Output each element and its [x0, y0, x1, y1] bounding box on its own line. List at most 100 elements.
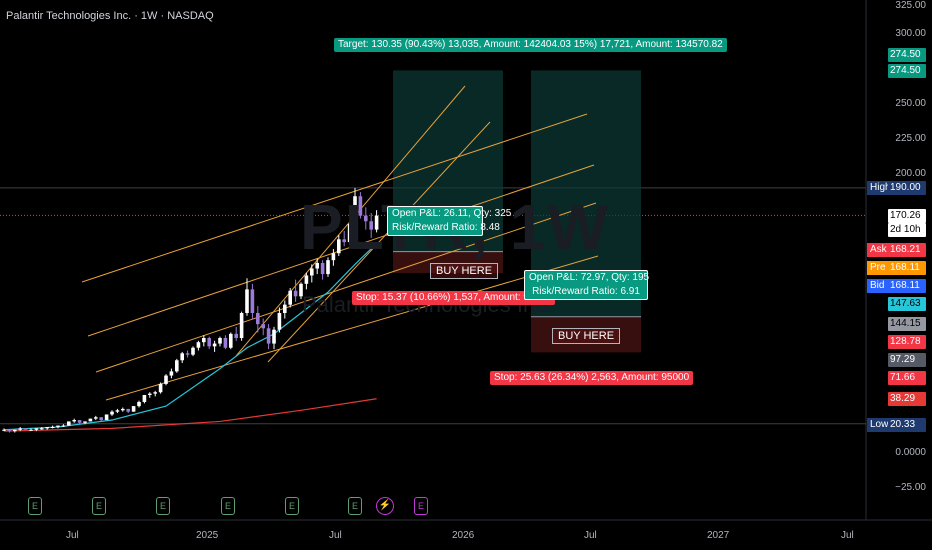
trend-channel-line [267, 121, 491, 363]
candle-body [266, 328, 271, 344]
y-tick: 300.00 [895, 28, 926, 39]
trend-channel-line [235, 85, 466, 357]
target-price-tag: 274.50 [888, 48, 926, 62]
candle-body [374, 215, 379, 230]
candle-body [250, 289, 255, 313]
trend-channel-line [95, 202, 597, 373]
candle-body [61, 425, 66, 427]
chart-title: Palantir Technologies Inc. · 1W · NASDAQ [6, 10, 214, 22]
candle-body [180, 353, 184, 361]
candle-body [126, 408, 130, 412]
bid-value-tag: 168.11 [888, 279, 926, 293]
trade1-stop-annotation[interactable]: Stop: 15.37 (10.66%) 1,537, Amount: 9500… [352, 291, 556, 305]
candle-body [153, 392, 157, 394]
candle-body [202, 338, 206, 343]
pre-value-tag: 168.11 [888, 261, 926, 275]
candle-body [353, 196, 357, 225]
candle-body [94, 417, 98, 419]
countdown-tag: 2d 10h [888, 223, 926, 237]
candle-body [245, 289, 249, 313]
candle-body [326, 260, 330, 275]
candle-body [304, 275, 309, 284]
split-event-icon[interactable]: ⚡ [376, 497, 394, 515]
candle-body [67, 421, 71, 426]
earnings-event-icon[interactable]: E [348, 497, 362, 515]
candle-body [293, 290, 298, 297]
earnings-event-icon[interactable]: E [92, 497, 106, 515]
candle-body [50, 426, 55, 428]
candle-body [337, 239, 341, 254]
candle-body [347, 224, 352, 243]
candle-body [72, 420, 76, 422]
candle-body [212, 343, 217, 347]
candle-body [256, 313, 260, 325]
candle-body [18, 428, 22, 430]
candle-body [23, 428, 28, 430]
trade2-info[interactable]: Open P&L: 72.97, Qty: 195 Risk/Reward Ra… [524, 270, 649, 300]
buy-here-label[interactable]: BUY HERE [430, 263, 499, 279]
candle-body [315, 262, 319, 269]
last-price-tag: 170.26 [888, 209, 926, 223]
candle-body [369, 221, 373, 230]
earnings-event-icon[interactable]: E [414, 497, 428, 515]
candle-body [185, 353, 190, 355]
candle-body [261, 324, 265, 329]
target-price-tag: 274.50 [888, 64, 926, 78]
candle-body [277, 313, 282, 330]
x-tick: 2025 [196, 530, 219, 541]
candle-body [364, 215, 368, 222]
candle-body [310, 268, 314, 276]
trend-channel-line [81, 113, 588, 283]
ask-value-tag: 168.21 [888, 243, 926, 257]
candle-body [342, 239, 346, 243]
trend-channel-line [87, 164, 595, 337]
buy-here-label[interactable]: BUY HERE [552, 328, 621, 344]
candle-body [234, 333, 238, 339]
trend-channel-line [105, 255, 599, 401]
low-value-tag: 20.33 [888, 418, 926, 432]
x-tick: Jul [584, 530, 597, 541]
candle-body [131, 406, 136, 412]
candle-body [2, 429, 6, 431]
entry-price-tag: 97.29 [888, 353, 926, 367]
candle-body [196, 342, 201, 348]
high-label: High [867, 181, 891, 195]
candle-body [223, 338, 228, 348]
candle-body [83, 421, 87, 423]
trade1-risk-reward: Risk/Reward Ratio: 8.48 [392, 222, 500, 233]
candle-body [40, 428, 44, 430]
y-tick: 250.00 [895, 98, 926, 109]
candle-body [148, 393, 152, 396]
candle-body [77, 420, 82, 423]
earnings-event-icon[interactable]: E [156, 497, 170, 515]
candle-body [229, 333, 233, 348]
earnings-event-icon[interactable]: E [221, 497, 235, 515]
stop-price-tag: 71.66 [888, 371, 926, 385]
ma-slow-tag: 38.29 [888, 392, 926, 406]
y-tick: 225.00 [895, 133, 926, 144]
bid-label: Bid [867, 279, 891, 293]
candle-body [191, 347, 195, 355]
y-tick: 200.00 [895, 168, 926, 179]
trade2-risk-reward: Risk/Reward Ratio: 6.91 [532, 286, 640, 297]
candle-body [218, 338, 222, 344]
candle-body [169, 371, 174, 376]
trade1-info[interactable]: Open P&L: 26.11, Qty: 325 Risk/Reward Ra… [387, 206, 511, 236]
high-value-tag: 190.00 [888, 181, 926, 195]
target-annotation[interactable]: Target: 130.35 (90.43%) 13,035, Amount: … [334, 38, 727, 52]
candle-body [358, 196, 363, 216]
x-tick: Jul [329, 530, 342, 541]
earnings-event-icon[interactable]: E [285, 497, 299, 515]
earnings-event-icon[interactable]: E [28, 497, 42, 515]
candle-body [299, 283, 303, 297]
trade2-stop-annotation[interactable]: Stop: 25.63 (26.34%) 2,563, Amount: 9500… [490, 371, 694, 385]
candle-body [110, 411, 114, 415]
candle-body [207, 338, 211, 347]
candle-body [164, 375, 168, 384]
candle-body [283, 304, 287, 313]
candle-body [34, 428, 39, 430]
candle-body [45, 426, 49, 429]
x-tick: 2026 [452, 530, 475, 541]
candle-body [56, 425, 60, 427]
ask-label: Ask [867, 243, 891, 257]
